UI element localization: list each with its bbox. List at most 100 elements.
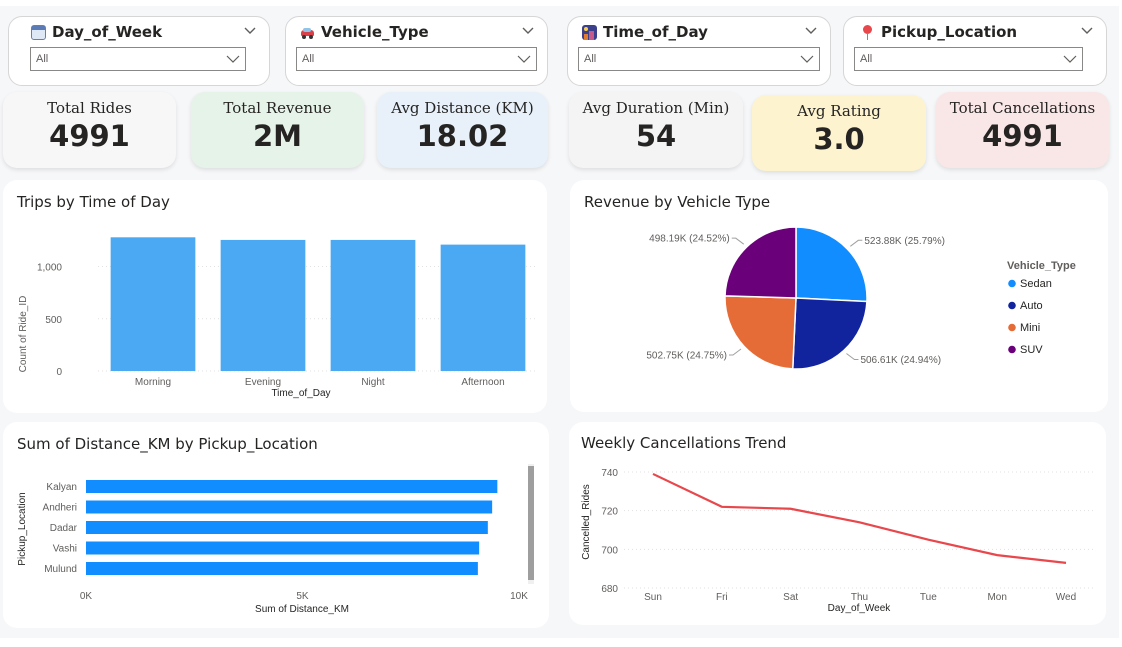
x-tick-label: Tue [920, 592, 937, 603]
x-tick-label: 10K [510, 591, 528, 602]
kpi-value: 54 [635, 119, 677, 153]
y-tick-label: 740 [601, 468, 618, 479]
slicer-dropdown[interactable]: All [296, 47, 537, 71]
leader-line [729, 348, 742, 356]
calendar-icon [31, 24, 46, 40]
y-tick-label: 680 [601, 584, 618, 595]
bar [86, 541, 480, 555]
pie-slice [724, 226, 797, 299]
chart-distance-by-pickup-location[interactable]: Sum of Distance_KM by Pickup_Location Ka… [3, 422, 549, 628]
legend-label: Sedan [1020, 278, 1052, 290]
chevron-down-icon [226, 55, 240, 63]
chevron-down-icon[interactable] [521, 24, 535, 38]
slicer-title: Time_of_Day [603, 23, 708, 41]
pie-chart: 523.88K (25.79%) 506.61K (24.94%) 502.75K … [646, 226, 1076, 370]
x-tick-label: Wed [1056, 592, 1076, 603]
data-label: 498.19K (24.52%) [649, 234, 730, 245]
night-city-icon [582, 24, 597, 40]
x-tick-label: Sat [783, 592, 798, 603]
dashboard-canvas: Day_of_Week All Vehicle_Type All [0, 6, 1119, 638]
kpi-card-total-rides: Total Rides 4991 [3, 92, 176, 168]
legend-marker [1008, 279, 1016, 288]
slicer-dropdown[interactable]: All [578, 47, 820, 71]
y-tick-label: 500 [45, 315, 62, 326]
slicer-dropdown[interactable]: All [30, 47, 246, 71]
slicer-day-of-week[interactable]: Day_of_Week All [8, 16, 270, 86]
x-tick-label: Fri [716, 592, 728, 603]
chart-title: Sum of Distance_KM by Pickup_Location [17, 435, 318, 453]
kpi-card-avg-duration: Avg Duration (Min) 54 [569, 92, 743, 168]
slicer-title: Day_of_Week [52, 23, 163, 41]
series-line [652, 472, 1067, 564]
leader-line [846, 353, 859, 360]
legend-marker [1008, 301, 1016, 310]
x-tick-label: 0K [80, 591, 93, 602]
slicer-pickup-location[interactable]: Pickup_Location All [843, 16, 1107, 86]
pin-icon [860, 24, 875, 40]
kpi-label: Avg Rating [797, 102, 881, 120]
slicer-dropdown[interactable]: All [854, 47, 1083, 71]
kpi-card-avg-rating: Avg Rating 3.0 [752, 95, 926, 171]
slicer-value: All [584, 53, 597, 65]
line-chart: 680 700 720 740 Sun Fri Sat Thu Tue Mon Wed Cance… [581, 468, 1094, 614]
bar [110, 237, 196, 371]
chevron-down-icon[interactable] [243, 24, 257, 38]
x-tick-label: 5K [296, 591, 309, 602]
bar [86, 480, 498, 493]
bar [220, 239, 306, 371]
chevron-down-icon[interactable] [804, 24, 818, 38]
kpi-label: Avg Distance (KM) [391, 99, 534, 117]
x-tick-label: Sun [644, 592, 662, 603]
data-label: 506.61K (24.94%) [860, 355, 941, 366]
chart-title: Revenue by Vehicle Type [584, 193, 771, 211]
chart-title: Weekly Cancellations Trend [581, 434, 787, 452]
kpi-value: 2M [252, 119, 303, 153]
kpi-label: Avg Duration (Min) [582, 99, 730, 117]
legend-label: Mini [1020, 322, 1040, 334]
kpi-value: 3.0 [813, 122, 865, 156]
slicer-title: Pickup_Location [881, 23, 1018, 41]
kpi-card-total-cancellations: Total Cancellations 4991 [936, 92, 1109, 168]
y-axis-label: Count of Ride_ID [18, 296, 29, 373]
slicer-title: Vehicle_Type [321, 23, 429, 41]
chart-revenue-by-vehicle-type[interactable]: Revenue by Vehicle Type 523.88K (25.79%)… [570, 180, 1108, 412]
legend-label: Auto [1020, 300, 1043, 312]
x-tick-label: Morning [135, 377, 171, 388]
pie-slice [795, 226, 868, 303]
x-tick-label: Mon [987, 592, 1006, 603]
pie-slice [724, 295, 797, 370]
slicer-value: All [36, 53, 49, 65]
slicer-value: All [302, 53, 315, 65]
x-tick-label: Night [361, 377, 385, 388]
y-tick-label: 1,000 [37, 263, 62, 274]
y-tick-label: Andheri [43, 503, 77, 514]
kpi-card-avg-distance: Avg Distance (KM) 18.02 [377, 92, 548, 168]
x-tick-label: Thu [851, 592, 868, 603]
chevron-down-icon [517, 55, 531, 63]
y-tick-label: 0 [56, 367, 62, 378]
slicer-time-of-day[interactable]: Time_of_Day All [567, 16, 831, 86]
data-label: 523.88K (25.79%) [864, 236, 945, 247]
chart-weekly-cancellations-trend[interactable]: Weekly Cancellations Trend 680 700 720 740 … [569, 422, 1106, 625]
slicer-vehicle-type[interactable]: Vehicle_Type All [285, 16, 548, 86]
chevron-down-icon[interactable] [1080, 24, 1094, 38]
x-axis-label: Day_of_Week [828, 603, 892, 614]
scrollbar-thumb[interactable] [528, 466, 534, 580]
x-tick-label: Afternoon [461, 377, 504, 388]
kpi-card-total-revenue: Total Revenue 2M [191, 92, 364, 168]
y-tick-label: Vashi [53, 544, 77, 555]
chart-title: Trips by Time of Day [17, 193, 170, 211]
horizontal-bar-chart: Kalyan Andheri Dadar Vashi Mulund 0K 5K 10K Pi… [17, 464, 534, 615]
x-tick-label: Evening [245, 377, 281, 388]
y-tick-label: Mulund [44, 564, 77, 575]
x-axis-label: Time_of_Day [271, 388, 330, 399]
y-tick-label: 720 [601, 507, 618, 518]
legend-title: Vehicle_Type [1007, 260, 1076, 272]
legend-marker [1008, 345, 1016, 354]
chart-trips-by-time-of-day[interactable]: Trips by Time of Day 0 500 1,000 Morning Ev… [3, 180, 547, 413]
y-axis-label: Cancelled_Rides [581, 484, 592, 560]
x-axis-label: Sum of Distance_KM [255, 604, 349, 615]
legend-marker [1008, 323, 1016, 332]
y-tick-label: Dadar [50, 523, 78, 534]
bar [86, 562, 478, 575]
